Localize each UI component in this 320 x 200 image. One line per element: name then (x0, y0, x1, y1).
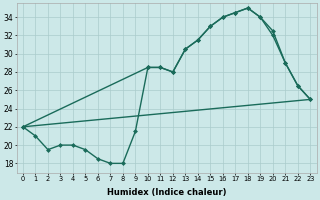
X-axis label: Humidex (Indice chaleur): Humidex (Indice chaleur) (107, 188, 226, 197)
